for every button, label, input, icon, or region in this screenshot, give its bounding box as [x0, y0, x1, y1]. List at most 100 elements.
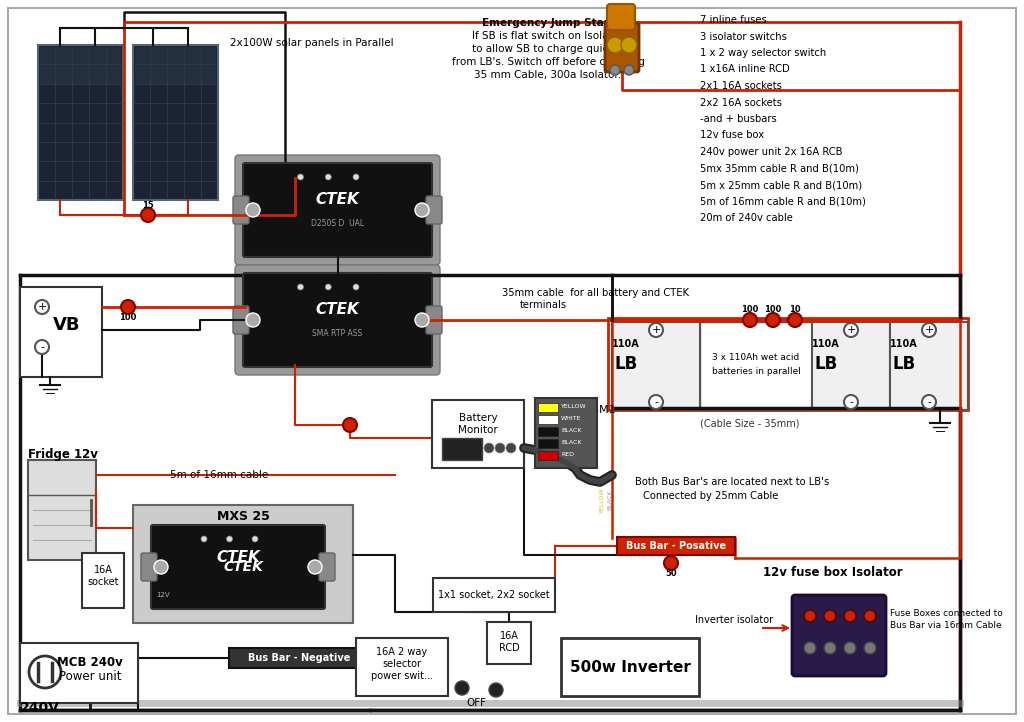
Text: 110A: 110A [812, 339, 840, 349]
Bar [608, 318, 968, 410]
Text: from LB's. Switch off before cranking: from LB's. Switch off before cranking [452, 57, 644, 67]
Text: 240v power unit 2x 16A RCB: 240v power unit 2x 16A RCB [700, 147, 843, 157]
Circle shape [343, 418, 357, 432]
Circle shape [922, 323, 936, 337]
Text: YELLOW: YELLOW [561, 404, 587, 409]
Bar [535, 398, 597, 468]
Bar [700, 322, 812, 410]
Text: RED: RED [561, 453, 574, 458]
Text: -and + busbars: -and + busbars [700, 114, 777, 124]
Text: 20m of 240v cable: 20m of 240v cable [700, 213, 793, 223]
Circle shape [495, 443, 505, 453]
Bar [432, 400, 524, 468]
Text: 240V: 240V [20, 701, 59, 715]
Text: Bus Bar - Posative: Bus Bar - Posative [626, 541, 726, 551]
FancyBboxPatch shape [243, 273, 432, 367]
Bar [20, 643, 138, 703]
Text: BLACK: BLACK [561, 428, 582, 433]
Bar [487, 622, 531, 664]
Text: CTEK: CTEK [216, 550, 260, 565]
Text: Connected by 25mm Cable: Connected by 25mm Cable [643, 491, 778, 501]
Text: -: - [849, 397, 853, 407]
Circle shape [489, 683, 503, 697]
Bar [538, 427, 558, 436]
Text: YELLOW: YELLOW [599, 487, 604, 513]
Text: MCB 240v: MCB 240v [57, 656, 123, 669]
Text: 35 mm Cable, 300a Isolator.: 35 mm Cable, 300a Isolator. [474, 70, 622, 80]
Text: WHITE: WHITE [561, 417, 582, 422]
Circle shape [298, 284, 303, 290]
Circle shape [922, 395, 936, 409]
Bar [40, 47, 121, 85]
Circle shape [844, 610, 856, 622]
FancyBboxPatch shape [233, 196, 249, 224]
Bar [135, 47, 216, 85]
Circle shape [844, 642, 856, 654]
FancyBboxPatch shape [792, 595, 886, 676]
Bar [617, 537, 735, 555]
Text: 3 isolator switchs: 3 isolator switchs [700, 32, 786, 41]
Circle shape [29, 656, 61, 688]
Text: +: + [925, 325, 934, 335]
Text: Bus Bar via 16mm Cable: Bus Bar via 16mm Cable [890, 620, 1001, 630]
Text: D250S D  UAL: D250S D UAL [311, 219, 365, 228]
Text: 3 x 110Ah wet acid: 3 x 110Ah wet acid [713, 352, 800, 362]
Text: socket: socket [87, 577, 119, 587]
Text: 2x2 16A sockets: 2x2 16A sockets [700, 97, 782, 108]
Circle shape [415, 203, 429, 217]
Text: 5m of 16mm cable R and B(10m): 5m of 16mm cable R and B(10m) [700, 196, 866, 206]
Text: 50: 50 [666, 568, 677, 578]
Text: 2x100W solar panels in Parallel: 2x100W solar panels in Parallel [230, 38, 393, 48]
Text: 10: 10 [790, 305, 801, 315]
Circle shape [649, 395, 663, 409]
Text: 100: 100 [120, 313, 136, 321]
Text: +: + [846, 325, 856, 335]
Text: 12V: 12V [157, 592, 170, 598]
Bar [612, 322, 700, 410]
Circle shape [788, 313, 802, 327]
Circle shape [308, 560, 322, 574]
Bar [82, 553, 124, 608]
Text: Nasa BM1: Nasa BM1 [560, 405, 615, 415]
Circle shape [610, 65, 620, 75]
Text: +: + [651, 325, 660, 335]
Circle shape [624, 65, 634, 75]
Text: 500w Inverter: 500w Inverter [569, 659, 690, 674]
Circle shape [664, 556, 678, 570]
Text: 110A: 110A [890, 339, 918, 349]
Bar [229, 648, 369, 668]
Text: CTEK: CTEK [223, 560, 263, 574]
Bar [28, 460, 96, 560]
Bar [442, 438, 482, 460]
Text: 2x1 16A sockets: 2x1 16A sockets [700, 81, 782, 91]
Bar [890, 322, 968, 410]
Circle shape [154, 560, 168, 574]
Text: Power unit: Power unit [58, 669, 121, 682]
Text: BLACK: BLACK [561, 440, 582, 445]
Circle shape [201, 536, 207, 542]
Text: 16A: 16A [500, 631, 518, 641]
Bar [538, 439, 558, 448]
Text: 12v fuse box: 12v fuse box [700, 131, 764, 141]
Text: 1 x16A inline RCD: 1 x16A inline RCD [700, 64, 790, 74]
Text: 7 inline fuses: 7 inline fuses [700, 15, 767, 25]
Text: LB: LB [892, 355, 915, 373]
Text: LB: LB [814, 355, 838, 373]
Text: 5m x 25mm cable R and B(10m): 5m x 25mm cable R and B(10m) [700, 180, 862, 190]
FancyBboxPatch shape [319, 553, 335, 581]
Circle shape [804, 642, 816, 654]
Text: Battery: Battery [459, 413, 498, 423]
Circle shape [455, 681, 469, 695]
Circle shape [226, 536, 232, 542]
FancyBboxPatch shape [233, 306, 249, 334]
Bar [356, 638, 449, 696]
FancyBboxPatch shape [605, 23, 639, 72]
Bar [538, 403, 558, 412]
Circle shape [649, 323, 663, 337]
Text: 16A 2 way: 16A 2 way [377, 647, 428, 657]
Circle shape [415, 313, 429, 327]
Bar [38, 45, 123, 200]
Circle shape [607, 37, 623, 53]
FancyBboxPatch shape [234, 265, 440, 375]
Text: Monitor: Monitor [458, 425, 498, 435]
